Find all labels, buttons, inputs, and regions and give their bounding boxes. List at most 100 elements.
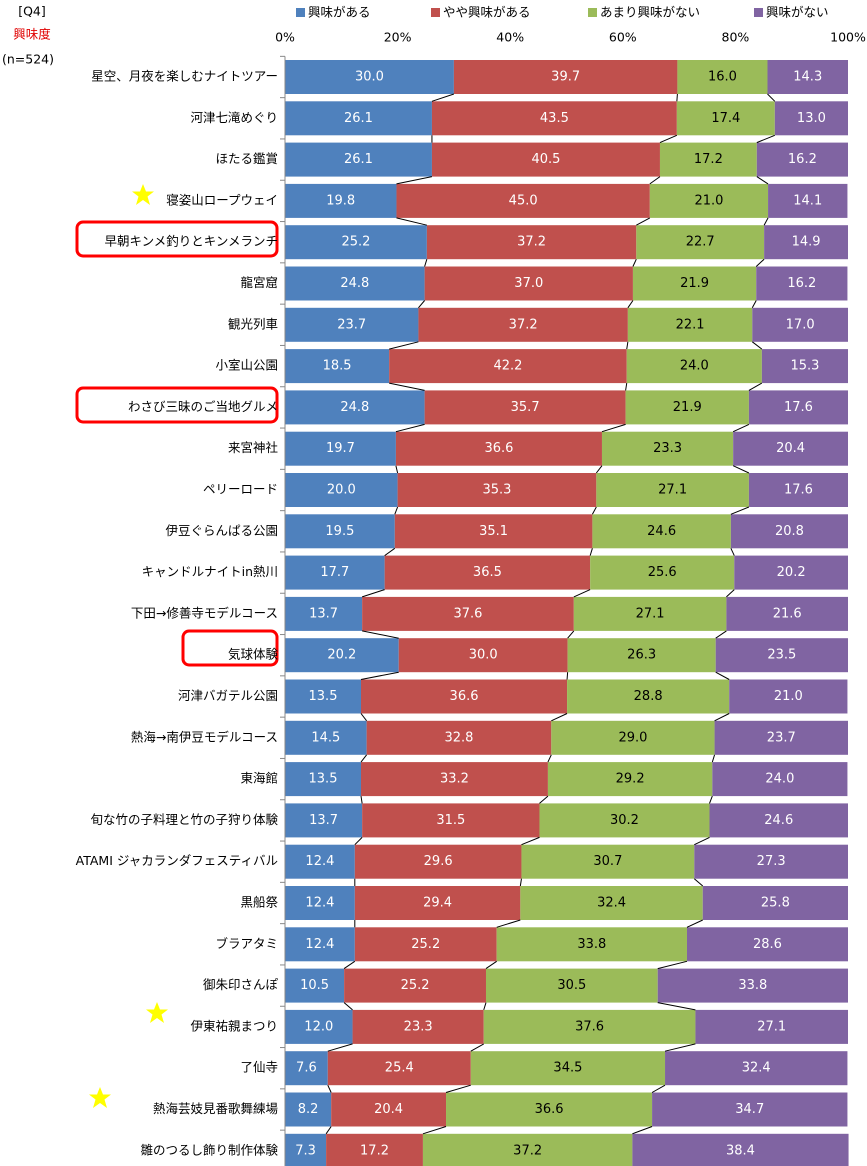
value-label: 25.8 bbox=[761, 896, 790, 911]
bar-segment bbox=[686, 927, 848, 962]
series-line bbox=[360, 796, 363, 804]
value-label: 21.6 bbox=[773, 606, 802, 621]
legend-label: 興味がある bbox=[308, 5, 371, 20]
value-label: 23.3 bbox=[404, 1019, 433, 1034]
series-line bbox=[396, 176, 433, 185]
series-line bbox=[657, 1002, 696, 1011]
category-label: ほたる鑑賞 bbox=[215, 151, 278, 166]
legend-swatch bbox=[588, 8, 597, 17]
bar-segment bbox=[547, 762, 713, 797]
bar-segment bbox=[327, 1051, 471, 1086]
series-line bbox=[551, 713, 568, 722]
category-label: 伊東祐親まつり bbox=[190, 1018, 278, 1033]
value-label: 21.0 bbox=[774, 689, 803, 704]
bar-segment bbox=[285, 349, 390, 384]
value-label: 20.2 bbox=[327, 648, 356, 663]
value-label: 35.3 bbox=[482, 483, 511, 498]
value-label: 25.2 bbox=[411, 937, 440, 952]
bar-segment bbox=[285, 638, 399, 673]
x-tick-label: 60% bbox=[609, 30, 637, 45]
value-label: 13.7 bbox=[309, 813, 338, 828]
bar-segment bbox=[285, 101, 432, 136]
bar-segment bbox=[729, 679, 848, 714]
series-line bbox=[567, 630, 575, 639]
bar-segment bbox=[636, 225, 765, 260]
legend-swatch bbox=[296, 8, 305, 17]
sample-size: (n=524) bbox=[2, 52, 54, 67]
value-label: 24.0 bbox=[680, 359, 709, 374]
bar-segment bbox=[285, 307, 419, 342]
value-label: 7.6 bbox=[296, 1061, 317, 1076]
series-line bbox=[649, 176, 661, 185]
bar-segment bbox=[285, 886, 355, 920]
series-line bbox=[756, 176, 769, 185]
highlight-box bbox=[75, 386, 279, 424]
series-line bbox=[573, 589, 591, 598]
category-label: 黒船祭 bbox=[240, 895, 278, 910]
value-label: 30.2 bbox=[610, 813, 639, 828]
bar-segment bbox=[362, 803, 540, 838]
series-line bbox=[711, 754, 716, 763]
x-tick-label: 0% bbox=[275, 30, 295, 45]
bar-segment bbox=[285, 679, 362, 714]
value-label: 24.6 bbox=[764, 813, 793, 828]
value-label: 19.7 bbox=[326, 441, 355, 456]
value-label: 25.4 bbox=[385, 1061, 414, 1076]
bar-segment bbox=[354, 886, 521, 920]
series-line bbox=[496, 919, 521, 928]
bar-segment bbox=[726, 596, 848, 631]
series-line bbox=[755, 258, 765, 267]
bar-segment bbox=[709, 803, 848, 838]
series-line bbox=[360, 671, 399, 680]
series-line bbox=[595, 465, 603, 474]
series-line bbox=[693, 878, 704, 887]
value-label: 17.4 bbox=[711, 111, 740, 126]
series-line bbox=[589, 548, 593, 556]
category-label: 龍宮窟 bbox=[240, 275, 278, 290]
series-line bbox=[751, 300, 757, 309]
legend-label: あまり興味がない bbox=[600, 5, 700, 20]
value-label: 34.7 bbox=[735, 1102, 764, 1117]
bar-segment bbox=[285, 266, 425, 301]
value-label: 16.0 bbox=[708, 70, 737, 85]
bar-segment bbox=[285, 720, 367, 755]
category-label: 気球体験 bbox=[228, 647, 279, 662]
value-label: 17.0 bbox=[786, 317, 815, 332]
series-line bbox=[521, 836, 540, 846]
series-line bbox=[730, 506, 750, 515]
bar-segment bbox=[344, 968, 486, 1003]
series-line bbox=[360, 754, 368, 763]
x-tick-label: 100% bbox=[830, 30, 866, 45]
category-label: 熱海→南伊豆モデルコース bbox=[131, 729, 278, 744]
value-label: 31.5 bbox=[436, 813, 465, 828]
value-label: 13.0 bbox=[797, 111, 826, 126]
value-label: 17.6 bbox=[784, 400, 813, 415]
value-label: 25.2 bbox=[341, 235, 370, 250]
value-label: 38.4 bbox=[726, 1143, 755, 1158]
bar-segment bbox=[567, 638, 716, 673]
value-label: 20.0 bbox=[327, 483, 356, 498]
value-label: 43.5 bbox=[540, 111, 569, 126]
value-label: 18.5 bbox=[323, 359, 352, 374]
value-label: 40.5 bbox=[531, 152, 560, 167]
value-label: 29.0 bbox=[618, 730, 647, 745]
series-line bbox=[732, 465, 750, 474]
series-line bbox=[343, 960, 356, 970]
value-label: 17.2 bbox=[360, 1143, 389, 1158]
category-label: 小室山公園 bbox=[215, 358, 278, 373]
bar-segment bbox=[424, 266, 633, 301]
series-line bbox=[763, 217, 769, 226]
bar-segment bbox=[657, 968, 848, 1003]
bar-segment bbox=[424, 390, 626, 425]
series-line bbox=[519, 878, 522, 887]
value-label: 22.7 bbox=[686, 235, 715, 250]
series-line bbox=[395, 465, 399, 474]
category-label: わさび三昧のご当地グルメ bbox=[128, 399, 278, 414]
category-label: 東海館 bbox=[240, 771, 278, 786]
bar-segment bbox=[521, 844, 695, 879]
bar-segment bbox=[285, 1009, 353, 1044]
value-label: 24.8 bbox=[340, 400, 369, 415]
bar-segment bbox=[285, 225, 427, 260]
value-label: 37.0 bbox=[514, 276, 543, 291]
